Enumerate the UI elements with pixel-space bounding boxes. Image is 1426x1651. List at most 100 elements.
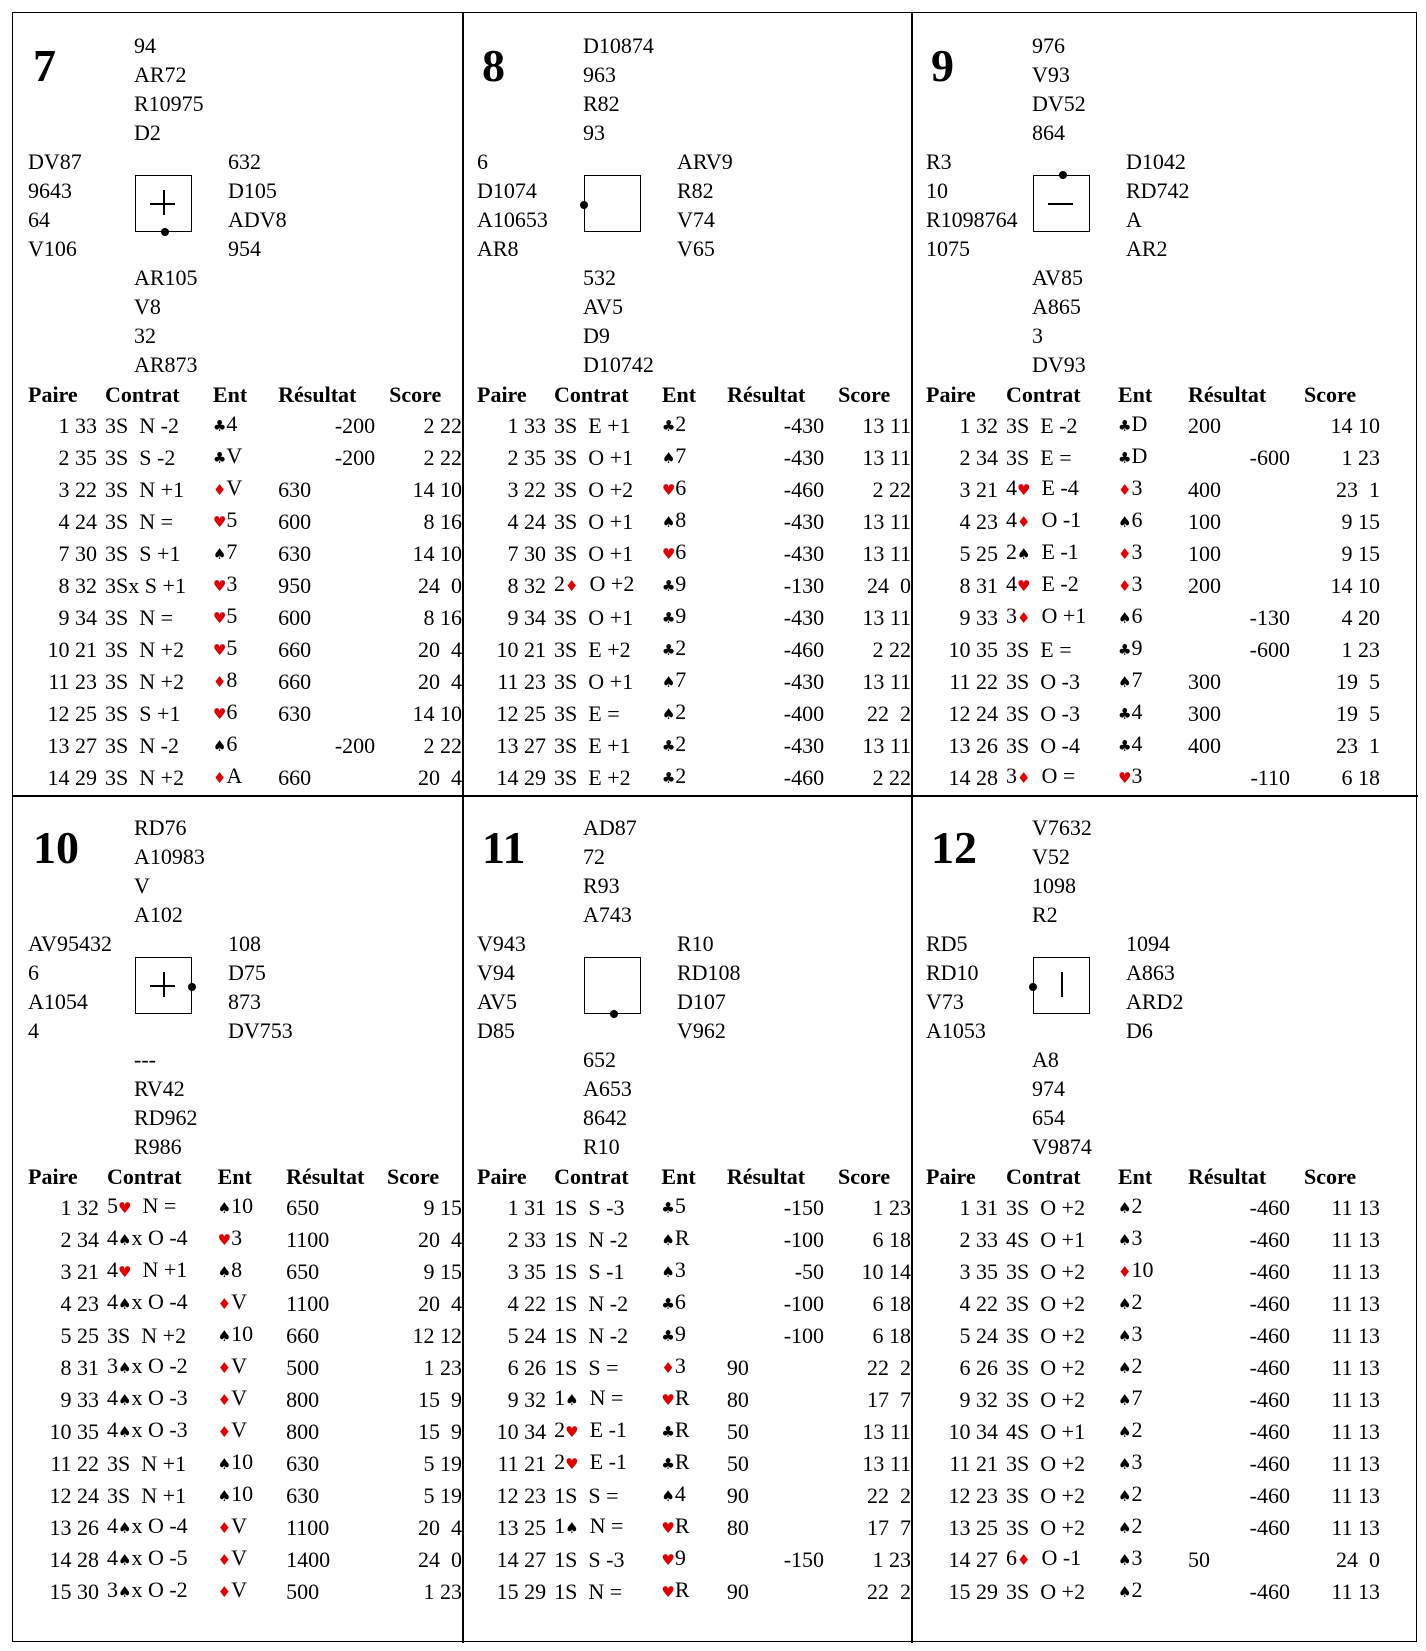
- pair-cell: 14 29: [496, 764, 547, 790]
- contract-cell: 1S N -2: [554, 1226, 629, 1252]
- header-score: Score: [1304, 382, 1357, 407]
- spade-icon: ♠: [118, 1231, 132, 1249]
- spade-icon: ♠: [1118, 1583, 1132, 1601]
- contract-cell: 4♠x O -3: [107, 1385, 188, 1410]
- score-cell: 14 10: [412, 540, 463, 566]
- heart-icon: ♥: [565, 1423, 579, 1441]
- result-row: 10 34 2♥ E -1 ♣R 50 13 11: [477, 1415, 911, 1447]
- contract-cell: 1S N -2: [554, 1322, 629, 1348]
- score-cell: 22 2: [867, 1578, 911, 1604]
- suit-holding: R10975: [134, 91, 204, 116]
- contract-cell: 6♦ O -1: [1006, 1545, 1082, 1570]
- result-cell: 100: [1188, 540, 1221, 566]
- diamond-icon: ♦: [217, 1295, 232, 1313]
- pair-cell: 4 22: [507, 1290, 547, 1316]
- result-row: 13 26 3S O -4 ♣4 400 23 1: [926, 729, 1381, 761]
- header-pair: Paire: [926, 382, 976, 407]
- result-row: 2 35 3S O +1 ♠7 -430 13 11: [477, 441, 911, 473]
- suit-holding: 963: [583, 62, 616, 87]
- score-cell: 13 11: [862, 604, 911, 630]
- score-cell: 20 4: [418, 1514, 462, 1540]
- pair-cell: 3 21: [60, 1258, 100, 1284]
- column-divider: [911, 13, 913, 1643]
- suit-holding: RD76: [134, 815, 187, 840]
- east-hand: R10 RD108 D107 V962: [677, 929, 741, 1045]
- heart-icon: ♥: [661, 1551, 675, 1569]
- suit-holding: A1054: [28, 989, 88, 1014]
- east-hand: 108 D75 873 DV753: [228, 929, 293, 1045]
- lead-cell: ♣9: [661, 1321, 686, 1346]
- result-cell: 50: [726, 1450, 749, 1476]
- score-cell: 11 13: [1331, 1258, 1380, 1284]
- result-row: 13 27 3S N -2 ♠6 -200 2 22: [28, 729, 462, 761]
- diamond-icon: ♦: [212, 673, 227, 691]
- dealer-dot-icon: [1059, 171, 1067, 179]
- lead-cell: ♥6: [212, 699, 238, 724]
- score-cell: 2 22: [872, 476, 912, 502]
- result-cell: -460: [1249, 1258, 1290, 1284]
- result-cell: 600: [278, 604, 312, 630]
- result-row: 4 24 3S N = ♥5 600 8 16: [28, 505, 462, 537]
- suit-holding: R1098764: [926, 207, 1018, 232]
- contract-cell: 3S O -4: [1006, 732, 1080, 758]
- score-cell: 19 5: [1336, 700, 1380, 726]
- club-icon: ♣: [1118, 641, 1132, 659]
- spade-icon: ♠: [661, 449, 676, 467]
- score-cell: 24 0: [418, 572, 462, 598]
- suit-holding: V106: [28, 236, 77, 261]
- contract-cell: 3S N =: [105, 508, 174, 534]
- result-cell: 660: [286, 1322, 320, 1348]
- result-row: 9 34 3S O +1 ♣9 -430 13 11: [477, 601, 911, 633]
- spade-icon: ♠: [1118, 1231, 1132, 1249]
- pair-cell: 2 34: [959, 444, 999, 470]
- pair-cell: 11 23: [48, 668, 98, 694]
- header-result: Résultat: [726, 1164, 806, 1189]
- score-cell: 2 22: [872, 764, 912, 790]
- result-row: 9 33 4♠x O -3 ♦V 800 15 9: [28, 1383, 463, 1415]
- result-row: 11 23 3S N +2 ♦8 660 20 4: [28, 665, 462, 697]
- result-cell: 80: [726, 1514, 749, 1540]
- pair-cell: 3 35: [507, 1258, 547, 1284]
- board-number: 8: [482, 40, 505, 91]
- score-cell: 11 13: [1331, 1386, 1380, 1412]
- pair-cell: 6 26: [959, 1354, 999, 1380]
- header-lead: Ent: [1118, 1164, 1153, 1189]
- suit-holding: R82: [677, 178, 714, 203]
- result-cell: -430: [783, 668, 825, 694]
- lead-cell: ♠2: [1118, 1577, 1143, 1602]
- suit-holding: 532: [583, 265, 616, 290]
- result-row: 13 27 3S E +1 ♣2 -430 13 11: [477, 729, 911, 761]
- lead-cell: ♠3: [661, 1257, 686, 1282]
- result-cell: -460: [1249, 1578, 1290, 1604]
- score-cell: 2 22: [872, 636, 912, 662]
- header-contract: Contrat: [107, 1164, 182, 1189]
- lead-cell: ♠3: [1118, 1321, 1143, 1346]
- result-row: 8 31 4♥ E -2 ♦3 200 14 10: [926, 569, 1381, 601]
- suit-holding: AD87: [583, 815, 637, 840]
- result-row: 2 34 3S E = ♣D -600 1 23: [926, 441, 1381, 473]
- lead-cell: ♠7: [661, 667, 687, 692]
- results-table: Paire Contrat Ent Résultat Score 1 31 3S O +2 ♠…: [926, 1162, 1380, 1607]
- result-row: 4 22 1S N -2 ♣6 -100 6 18: [477, 1287, 911, 1319]
- suit-holding: A743: [583, 902, 632, 927]
- contract-cell: 1S N =: [554, 1578, 623, 1604]
- result-row: 10 21 3S N +2 ♥5 660 20 4: [28, 633, 462, 665]
- lead-cell: ♦3: [661, 1353, 686, 1378]
- result-cell: -460: [783, 636, 825, 662]
- score-cell: 14 10: [412, 700, 463, 726]
- suit-holding: D6: [1126, 1018, 1153, 1043]
- results-header: Paire Contrat Ent Résultat Score: [28, 1162, 462, 1191]
- result-row: 5 24 1S N -2 ♣9 -100 6 18: [477, 1319, 911, 1351]
- suit-holding: V7632: [1032, 815, 1092, 840]
- spade-icon: ♠: [661, 513, 676, 531]
- suit-holding: R93: [583, 873, 620, 898]
- suit-holding: A10983: [134, 844, 205, 869]
- pair-cell: 2 33: [507, 1226, 547, 1252]
- club-icon: ♣: [661, 737, 676, 755]
- result-row: 12 25 3S S +1 ♥6 630 14 10: [28, 697, 462, 729]
- pair-cell: 4 24: [507, 508, 547, 534]
- club-icon: ♣: [212, 417, 227, 435]
- result-row: 11 22 3S N +1 ♠10 630 5 19: [28, 1447, 462, 1479]
- lead-cell: ♠2: [1118, 1417, 1143, 1442]
- south-hand: 652 A653 8642 R10: [583, 1045, 632, 1161]
